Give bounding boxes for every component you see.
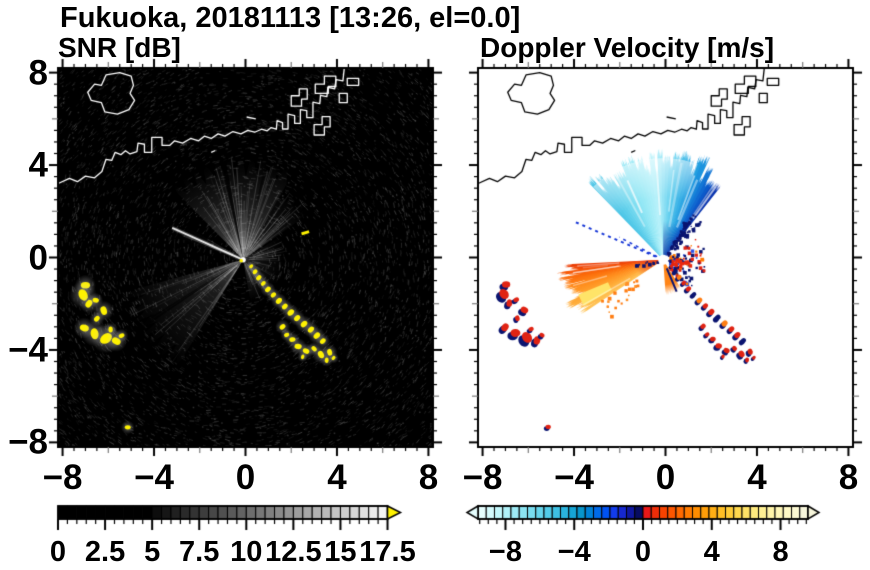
snr-x-tick-label: −4 [134, 458, 174, 497]
snr-colorbar-tick-label: 17.5 [359, 536, 416, 568]
velocity-colorbar-tick-label: 4 [703, 536, 720, 568]
snr-colorbar-tick-label: 5 [144, 536, 161, 568]
snr-colorbar-tick-label: 7.5 [179, 536, 220, 568]
velocity-colorbar-tick-label: −4 [557, 536, 591, 568]
y-tick-label: 8 [28, 53, 48, 93]
snr-colorbar-tick-label: 12.5 [265, 536, 322, 568]
velocity-x-tick-label: −8 [462, 458, 503, 497]
velocity-colorbar-tick-label: 0 [634, 536, 652, 568]
y-tick-label: −4 [8, 330, 48, 370]
velocity-x-tick-label: 0 [655, 458, 676, 497]
snr-panel-title: SNR [dB] [58, 32, 181, 63]
snr-colorbar-tick-label: 0 [49, 536, 67, 568]
snr-x-tick-label: −8 [42, 458, 83, 497]
snr-colorbar-tick-label: 10 [230, 536, 263, 568]
velocity-x-tick-label: 8 [838, 458, 859, 497]
snr-x-tick-label: 4 [327, 458, 347, 497]
figure-title: Fukuoka, 20181113 [13:26, el=0.0] [60, 2, 521, 34]
velocity-colorbar-tick-label: 8 [772, 536, 789, 568]
snr-x-tick-label: 8 [418, 458, 439, 497]
y-tick-label: 0 [28, 238, 48, 277]
snr-x-tick-label: 0 [235, 458, 256, 497]
velocity-panel-title: Doppler Velocity [m/s] [480, 32, 775, 63]
velocity-colorbar-tick-label: −8 [488, 536, 523, 568]
velocity-x-tick-label: −4 [554, 458, 594, 497]
snr-colorbar-tick-label: 15 [324, 536, 357, 568]
velocity-x-tick-label: 4 [747, 458, 767, 497]
snr-colorbar-tick-label: 2.5 [84, 536, 126, 568]
y-tick-label: 4 [28, 145, 48, 185]
y-tick-label: −8 [8, 422, 48, 462]
